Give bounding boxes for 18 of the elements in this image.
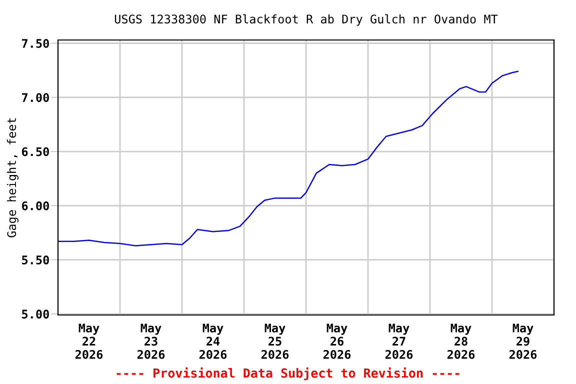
y-tick-label: 5.50 (22, 256, 49, 264)
text: ---- Provisional Data Subject to Revision ---- (116, 367, 460, 380)
y-tick-label: 6.50 (22, 147, 49, 156)
y-tick-label: 6.00 (22, 201, 49, 210)
x-tick-label: May 29 2026 (509, 324, 537, 359)
x-tick-label: May 22 2026 (75, 324, 103, 359)
x-tick-label: May 27 2026 (385, 324, 413, 359)
x-tick-label: May 23 2026 (137, 324, 165, 359)
x-tick-label: May 26 2026 (323, 324, 351, 359)
y-tick-label: 5.00 (22, 310, 49, 319)
y-axis-title: Gage height, feet (6, 118, 18, 238)
line-series (58, 70, 518, 246)
x-tick-label: May 24 2026 (199, 324, 227, 359)
y-tick-label: 7.50 (22, 38, 49, 48)
chart-title: USGS 12338300 NF Blackfoot R ab Dry Gulch nr Ovando MT (114, 14, 498, 26)
y-tick-label: 7.00 (22, 93, 49, 102)
x-tick-label: May 25 2026 (261, 324, 289, 359)
x-tick-label: May 28 2026 (447, 324, 475, 359)
